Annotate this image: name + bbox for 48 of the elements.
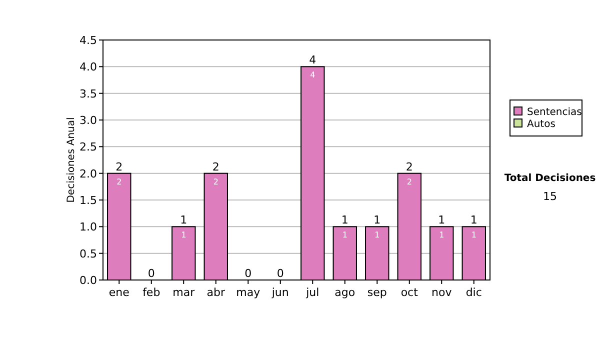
x-tick-label: dic bbox=[466, 286, 482, 299]
data-label: 1 bbox=[471, 230, 476, 240]
total-label: 4 bbox=[309, 54, 316, 67]
y-axis-title: Decisiones Anual bbox=[66, 117, 77, 203]
y-tick-label: 0.0 bbox=[80, 274, 97, 287]
data-label: 4 bbox=[310, 70, 316, 80]
x-tick-label: jul bbox=[305, 286, 320, 299]
x-tick-label: may bbox=[236, 286, 261, 299]
text: 15 bbox=[543, 190, 557, 203]
total-label: 2 bbox=[406, 160, 413, 174]
total-label: 2 bbox=[116, 160, 123, 174]
x-tick-label: sep bbox=[367, 286, 387, 299]
total-label: 0 bbox=[148, 267, 155, 280]
x-tick-label: nov bbox=[432, 286, 452, 299]
data-label: 2 bbox=[116, 177, 122, 186]
total-label: 1 bbox=[374, 214, 381, 227]
data-label: 1 bbox=[342, 230, 348, 240]
y-tick-label: 4.0 bbox=[80, 60, 97, 74]
data-label: 2 bbox=[213, 177, 218, 186]
total-label: 1 bbox=[470, 214, 478, 227]
x-tick-label: feb bbox=[142, 286, 160, 299]
total-label: 1 bbox=[180, 214, 188, 227]
total-label: 2 bbox=[212, 160, 220, 174]
y-tick-label: 3.0 bbox=[80, 114, 97, 127]
x-tick-label: mar bbox=[172, 286, 196, 299]
total-label: 0 bbox=[244, 267, 252, 280]
y-tick-label: 0.5 bbox=[80, 247, 97, 260]
y-tick-label: 2.5 bbox=[80, 140, 97, 154]
y-tick-label: 4.5 bbox=[80, 34, 97, 47]
data-label: 1 bbox=[374, 230, 380, 240]
x-tick-label: ago bbox=[334, 286, 356, 299]
y-tick-label: 1.0 bbox=[80, 220, 97, 234]
y-tick-label: 2.0 bbox=[80, 167, 97, 180]
data-label: 2 bbox=[406, 177, 412, 186]
x-tick-label: jun bbox=[270, 286, 289, 299]
data-label: 1 bbox=[181, 230, 186, 240]
y-tick-label: 1.5 bbox=[80, 194, 97, 207]
y-tick-label: 3.5 bbox=[80, 87, 97, 100]
x-tick-label: abr bbox=[206, 286, 226, 299]
total-label: 1 bbox=[438, 214, 446, 227]
total-label: 1 bbox=[341, 214, 348, 227]
data-label: 1 bbox=[439, 230, 444, 240]
total-label: 0 bbox=[276, 267, 284, 280]
x-tick-label: ene bbox=[108, 286, 130, 299]
text: Total Decisiones bbox=[504, 173, 596, 184]
legend-label: Autos bbox=[527, 119, 556, 130]
legend-label: Sentencias bbox=[527, 107, 582, 118]
x-tick-label: oct bbox=[400, 286, 419, 299]
